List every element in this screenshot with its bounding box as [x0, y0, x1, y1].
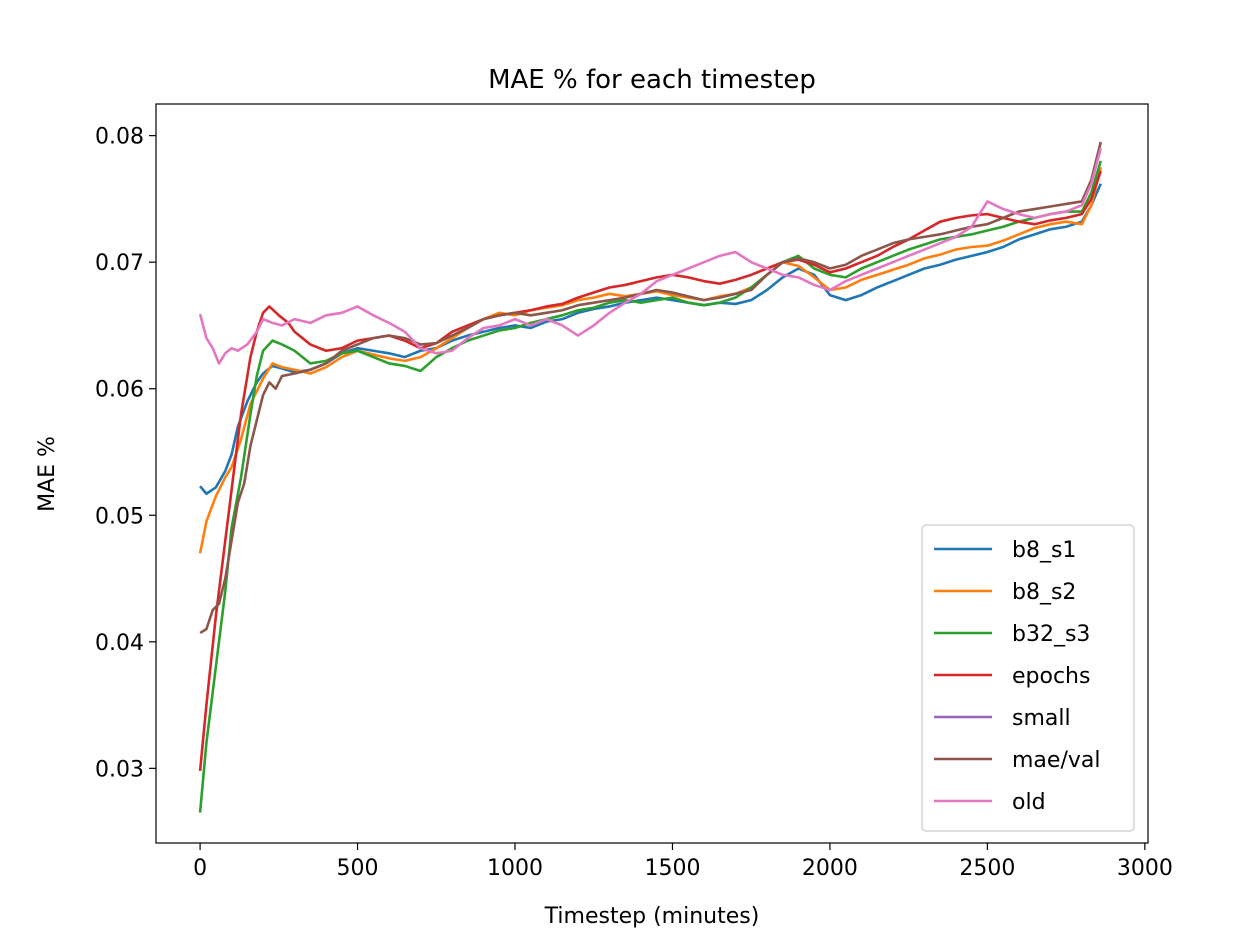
series-line-epochs: [198, 170, 1102, 771]
x-tick-label: 1000: [487, 856, 543, 881]
y-tick-label: 0.06: [95, 378, 144, 403]
series-lines: [198, 141, 1103, 813]
series-line-old: [198, 147, 1103, 365]
legend-label: b32_s3: [1012, 622, 1090, 647]
y-axis-label: MAE %: [35, 436, 60, 512]
legend-label: mae/val: [1012, 748, 1100, 773]
legend-label: b8_s2: [1012, 580, 1076, 605]
series-line-mae-val: [199, 141, 1103, 635]
x-tick-label: 2000: [802, 856, 858, 881]
y-tick-label: 0.08: [95, 125, 144, 150]
y-tick-label: 0.07: [95, 251, 144, 276]
chart-title: MAE % for each timestep: [488, 65, 816, 95]
legend-label: epochs: [1012, 664, 1090, 689]
legend-label: small: [1012, 706, 1071, 731]
series-line-b32-s3: [198, 160, 1103, 813]
legend-box: [921, 524, 1135, 832]
plot-frame: [155, 103, 1149, 844]
x-axis-label: Timestep (minutes): [544, 904, 760, 929]
x-tick-label: 0: [193, 856, 207, 881]
y-axis-ticks: 0.03 0.04 0.05 0.06 0.07 0.08: [95, 125, 156, 782]
y-tick-label: 0.03: [95, 757, 144, 782]
y-tick-label: 0.05: [95, 504, 144, 529]
x-tick-label: 2500: [959, 856, 1015, 881]
y-tick-label: 0.04: [95, 631, 144, 656]
plot-area: [198, 141, 1103, 813]
x-tick-label: 3000: [1117, 856, 1173, 881]
x-tick-label: 1500: [644, 856, 700, 881]
x-tick-label: 500: [337, 856, 379, 881]
legend-label: b8_s1: [1012, 538, 1076, 563]
x-axis-ticks: 0 500 1000 1500 2000 2500 3000: [193, 843, 1173, 881]
series-line-b8-s1: [199, 183, 1102, 496]
legend-label: old: [1012, 790, 1046, 815]
